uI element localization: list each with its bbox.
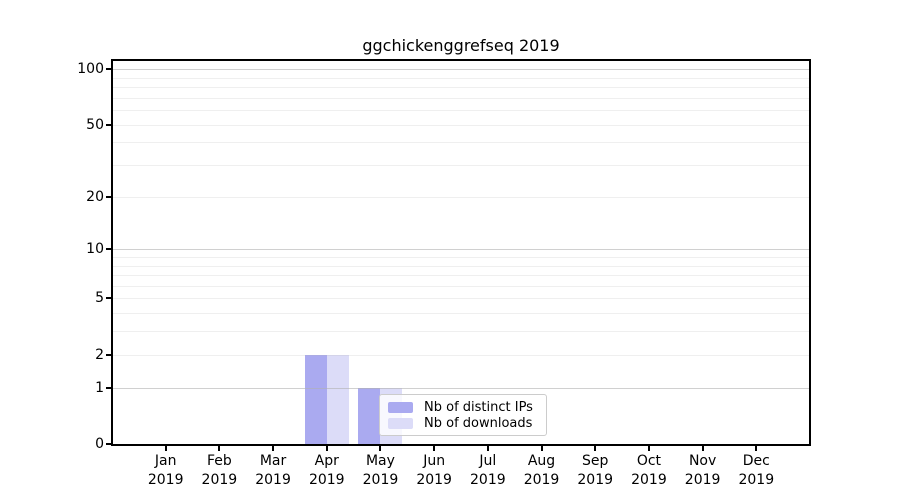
x-tick-mark	[379, 446, 382, 451]
gridline-minor	[113, 97, 809, 99]
x-tick-label: Aug 2019	[523, 453, 560, 488]
x-tick-label: Feb 2019	[201, 453, 238, 488]
legend-swatch-distinct-ips	[388, 402, 413, 413]
spine-right	[809, 59, 811, 446]
x-tick-mark	[433, 446, 436, 451]
y-tick-mark	[106, 353, 111, 356]
x-tick-label: Mar 2019	[255, 453, 291, 488]
gridline-minor	[113, 285, 809, 287]
legend: Nb of distinct IPs Nb of downloads	[379, 394, 547, 436]
x-tick-label: Dec 2019	[738, 453, 775, 488]
gridline-minor	[113, 256, 809, 258]
y-tick-label: 2	[95, 346, 104, 363]
x-tick-mark	[540, 446, 543, 451]
gridline-minor	[113, 265, 809, 267]
x-tick-mark	[218, 446, 221, 451]
gridline-minor	[113, 165, 809, 167]
x-tick-mark	[647, 446, 650, 451]
x-tick-mark	[701, 446, 704, 451]
gridline-minor	[113, 196, 809, 198]
x-tick-label: Jan 2019	[147, 453, 184, 488]
x-tick-label: May 2019	[362, 453, 399, 488]
y-tick-label: 10	[86, 241, 104, 258]
spine-bottom	[111, 444, 811, 446]
x-tick-label: Oct 2019	[631, 453, 667, 488]
legend-swatch-downloads	[388, 418, 413, 429]
x-tick-mark	[272, 446, 275, 451]
legend-label-downloads: Nb of downloads	[424, 416, 533, 431]
gridline-minor	[113, 354, 809, 356]
x-tick-label: Jun 2019	[416, 453, 452, 488]
y-tick-label: 50	[86, 116, 104, 133]
y-tick-mark	[106, 386, 111, 389]
x-tick-label: Jul 2019	[470, 453, 506, 488]
y-tick-label: 1	[95, 379, 104, 396]
gridline-minor	[113, 77, 809, 79]
gridline-minor	[113, 313, 809, 315]
y-tick-label: 20	[86, 188, 104, 205]
y-tick-mark	[106, 297, 111, 300]
x-tick-mark	[164, 446, 167, 451]
y-tick-label: 100	[77, 61, 104, 78]
gridline-minor	[113, 87, 809, 89]
y-tick-label: 5	[95, 290, 104, 307]
gridline-major	[113, 69, 809, 71]
x-tick-label: Sep 2019	[577, 453, 614, 488]
gridline-minor	[113, 275, 809, 277]
gridline-major	[113, 387, 809, 389]
gridline-minor	[113, 124, 809, 126]
legend-entry-distinct-ips: Nb of distinct IPs	[388, 400, 538, 415]
spine-left	[111, 59, 113, 446]
bar-distinct-ips-may	[358, 387, 381, 444]
gridline-minor	[113, 110, 809, 112]
x-tick-mark	[325, 446, 328, 451]
y-tick-label: 0	[95, 436, 104, 452]
gridline-minor	[113, 142, 809, 144]
x-tick-label: Apr 2019	[308, 453, 345, 488]
y-tick-mark	[106, 123, 111, 126]
legend-entry-downloads: Nb of downloads	[388, 416, 538, 431]
gridline-minor	[113, 298, 809, 300]
x-tick-mark	[755, 446, 758, 451]
bar-distinct-ips-apr	[304, 354, 327, 444]
y-tick-mark	[106, 443, 111, 445]
x-tick-mark	[486, 446, 489, 451]
x-tick-label: Nov 2019	[684, 453, 721, 488]
chart-title: ggchickenggrefseq 2019	[362, 36, 560, 55]
y-tick-mark	[106, 248, 111, 251]
gridline-major	[113, 249, 809, 251]
x-tick-mark	[594, 446, 597, 451]
y-tick-mark	[106, 68, 111, 71]
gridline-minor	[113, 331, 809, 333]
spine-top	[111, 59, 811, 61]
bar-downloads-apr	[326, 354, 349, 444]
y-tick-mark	[106, 195, 111, 198]
legend-label-distinct-ips: Nb of distinct IPs	[424, 400, 533, 415]
